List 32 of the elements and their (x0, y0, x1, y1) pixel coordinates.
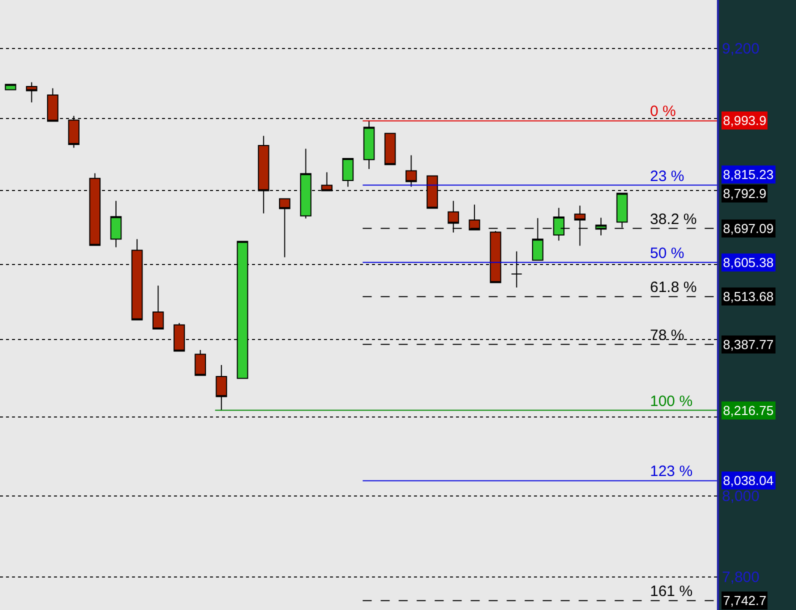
ref-line-label: 8,387.77 (723, 337, 774, 352)
candlestick (216, 364, 228, 411)
ref-line-label: 7,742.7 (723, 593, 766, 608)
annotation: 100 % (650, 393, 693, 410)
annotation: 61.8 % (650, 279, 697, 296)
annotation: 123 % (650, 463, 693, 480)
ref-line-label: 8,993.9 (723, 113, 766, 128)
ref-line-label: 8,605.38 (723, 255, 774, 270)
candlestick (110, 200, 122, 248)
candlestick (342, 158, 354, 188)
candlestick (194, 349, 206, 376)
annotation: 23 % (650, 168, 684, 185)
ref-line-label: 8,815.23 (723, 167, 774, 182)
candlestick (406, 154, 417, 188)
annotation: 50 % (650, 245, 684, 262)
text: 8,792.9 (723, 186, 766, 201)
ref-line-label: 8,697.09 (723, 221, 774, 236)
y-tick-label: 9,200 (722, 40, 760, 58)
candlestick (26, 82, 38, 103)
ref-line-label: 8,216.75 (723, 403, 774, 418)
candlestick (384, 132, 396, 166)
candlestick (152, 285, 164, 330)
annotation: 0 % (650, 103, 676, 120)
y-tick-label: 8,000 (722, 488, 760, 506)
candlestick (532, 218, 544, 261)
annotation: 161 % (650, 583, 693, 600)
candlestick (279, 198, 290, 258)
ref-line-label: 8,038.04 (723, 473, 774, 488)
annotation: 38.2 % (650, 211, 697, 228)
ref-line-label: 8,513.68 (723, 289, 774, 304)
candlestick (363, 120, 375, 170)
y-tick-label: 7,800 (722, 569, 760, 586)
